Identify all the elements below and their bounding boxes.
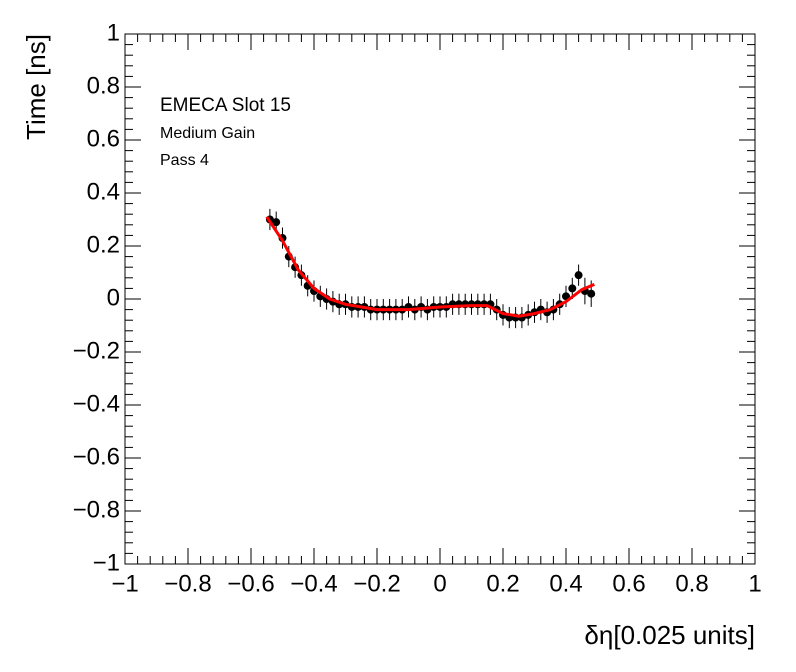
data-point — [574, 271, 583, 280]
y-tick-label: 0.2 — [87, 231, 120, 258]
x-tick-label: 0.2 — [486, 570, 519, 597]
annotation: EMECA Slot 15 — [160, 95, 291, 116]
fit-line — [265, 216, 595, 318]
x-tick-label: −0.2 — [353, 570, 400, 597]
y-tick-label: 0.8 — [87, 72, 120, 99]
y-tick-label: 1 — [107, 19, 120, 46]
x-tick-label: −0.4 — [290, 570, 337, 597]
y-tick-label: −1 — [93, 549, 120, 576]
y-tick-label: 0.4 — [87, 178, 120, 205]
y-tick-label: −0.4 — [73, 390, 120, 417]
annotation: Pass 4 — [160, 152, 209, 169]
x-tick-label: −1 — [111, 570, 138, 597]
data-point — [587, 289, 596, 298]
y-tick-label: 0.6 — [87, 125, 120, 152]
y-axis-label: Time [ns] — [21, 34, 51, 140]
x-tick-label: 0.6 — [612, 570, 645, 597]
x-tick-label: −0.6 — [227, 570, 274, 597]
y-tick-label: 0 — [107, 284, 120, 311]
annotation: Medium Gain — [160, 125, 255, 142]
data-point — [568, 284, 577, 293]
x-tick-label: 0.8 — [675, 570, 708, 597]
x-tick-label: 0.4 — [549, 570, 582, 597]
y-tick-label: −0.6 — [73, 443, 120, 470]
y-tick-label: −0.8 — [73, 496, 120, 523]
x-axis-label: δη[0.025 units] — [584, 620, 755, 650]
x-tick-label: 1 — [748, 570, 761, 597]
data-point — [272, 218, 281, 227]
x-tick-label: −0.8 — [164, 570, 211, 597]
x-tick-label: 0 — [433, 570, 446, 597]
y-tick-label: −0.2 — [73, 337, 120, 364]
